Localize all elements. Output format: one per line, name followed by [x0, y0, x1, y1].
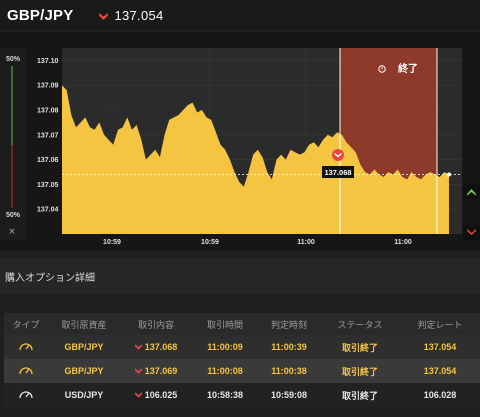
y-tick-label: 137.06 — [37, 157, 59, 164]
price-chart-panel: 50% 50% × 終了 137.068 137.10 137.09 — [0, 32, 480, 250]
current-price: 137.054 — [99, 8, 163, 23]
down-arrow-icon — [99, 12, 109, 20]
pair-title: GBP/JPY — [7, 6, 74, 24]
down-arrow-icon — [134, 344, 142, 350]
col-status: ステータス — [320, 313, 400, 335]
content-cell: 137.069 — [120, 359, 192, 383]
entry-marker — [332, 149, 344, 161]
y-tick-label: 137.04 — [37, 207, 59, 214]
x-axis: 10:59 10:59 11:00 11:00 — [103, 239, 412, 246]
left-gauge: 50% 50% × — [0, 48, 26, 240]
rate-cell: 137.054 — [400, 335, 480, 359]
x-tick-label: 10:59 — [201, 239, 219, 246]
col-judge-time: 判定時刻 — [258, 313, 320, 335]
svg-text:終了: 終了 — [398, 62, 418, 75]
current-price-dot — [447, 172, 451, 177]
rate-cell: 137.054 — [400, 359, 480, 383]
gauge-bottom-label: 50% — [6, 212, 21, 219]
asset-cell: GBP/JPY — [48, 359, 120, 383]
entry-price-label: 137.068 — [322, 166, 354, 178]
col-content: 取引内容 — [120, 313, 192, 335]
trade-time-cell: 11:00:08 — [192, 359, 258, 383]
svg-text:137.068: 137.068 — [324, 168, 351, 177]
call-button[interactable] — [463, 184, 480, 199]
put-button[interactable] — [463, 225, 480, 240]
x-tick-label: 11:00 — [394, 239, 412, 246]
section-header: 購入オプション詳細 — [0, 258, 480, 294]
status-cell: 取引終了 — [320, 335, 400, 359]
history-table: タイプ 取引原資産 取引内容 取引時間 判定時刻 ステータス 判定レート GBP… — [4, 313, 480, 407]
col-type: タイプ — [4, 313, 48, 335]
x-tick-label: 11:00 — [297, 239, 315, 246]
type-cell — [4, 359, 48, 383]
judge-time-cell: 11:00:38 — [258, 359, 320, 383]
type-cell — [4, 383, 48, 407]
content-cell: 137.068 — [120, 335, 192, 359]
x-tick-label: 10:59 — [103, 239, 121, 246]
judge-time-cell: 10:59:08 — [258, 383, 320, 407]
table-row[interactable]: GBP/JPY 137.069 11:00:08 11:00:38 取引終了 1… — [4, 359, 480, 383]
top-bar: GBP/JPY 137.054 — [0, 0, 480, 30]
col-trade-time: 取引時間 — [192, 313, 258, 335]
type-cell — [4, 335, 48, 359]
y-tick-label: 137.08 — [37, 108, 59, 115]
trade-time-cell: 11:00:09 — [192, 335, 258, 359]
up-arrow-icon — [467, 189, 476, 196]
content-cell: 106.025 — [120, 383, 192, 407]
y-axis: 137.10 137.09 137.08 137.07 137.06 137.05 137.… — [37, 58, 59, 214]
section-title: 購入オプション詳細 — [5, 273, 95, 284]
col-rate: 判定レート — [400, 313, 480, 335]
timer-icon — [378, 65, 386, 73]
asset-cell: USD/JPY — [48, 383, 120, 407]
price-area — [62, 85, 449, 234]
asset-cell: GBP/JPY — [48, 335, 120, 359]
gauge-icon — [19, 367, 33, 375]
gauge-icon — [19, 343, 33, 351]
down-arrow-icon — [134, 368, 142, 374]
y-tick-label: 137.07 — [37, 132, 59, 139]
table-header-row: タイプ 取引原資産 取引内容 取引時間 判定時刻 ステータス 判定レート — [4, 313, 480, 335]
judge-time-cell: 11:00:39 — [258, 335, 320, 359]
gauge-icon — [19, 391, 33, 399]
price-value: 137.054 — [114, 7, 164, 23]
status-cell: 取引終了 — [320, 383, 400, 407]
down-arrow-icon — [467, 229, 476, 235]
gauge-top-label: 50% — [6, 56, 21, 63]
y-tick-label: 137.10 — [37, 58, 59, 65]
status-cell: 取引終了 — [320, 359, 400, 383]
expiry-label: 終了 — [378, 62, 418, 75]
table-row[interactable]: GBP/JPY 137.068 11:00:09 11:00:39 取引終了 1… — [4, 335, 480, 359]
close-icon[interactable]: × — [8, 227, 16, 237]
trade-time-cell: 10:58:38 — [192, 383, 258, 407]
y-tick-label: 137.09 — [37, 83, 59, 90]
table-row[interactable]: USD/JPY 106.025 10:58:38 10:59:08 取引終了 1… — [4, 383, 480, 407]
rate-cell: 106.028 — [400, 383, 480, 407]
y-tick-label: 137.05 — [37, 182, 59, 189]
col-asset: 取引原資産 — [48, 313, 120, 335]
price-chart[interactable]: 50% 50% × 終了 137.068 137.10 137.09 — [0, 32, 480, 250]
down-arrow-icon — [134, 392, 142, 398]
